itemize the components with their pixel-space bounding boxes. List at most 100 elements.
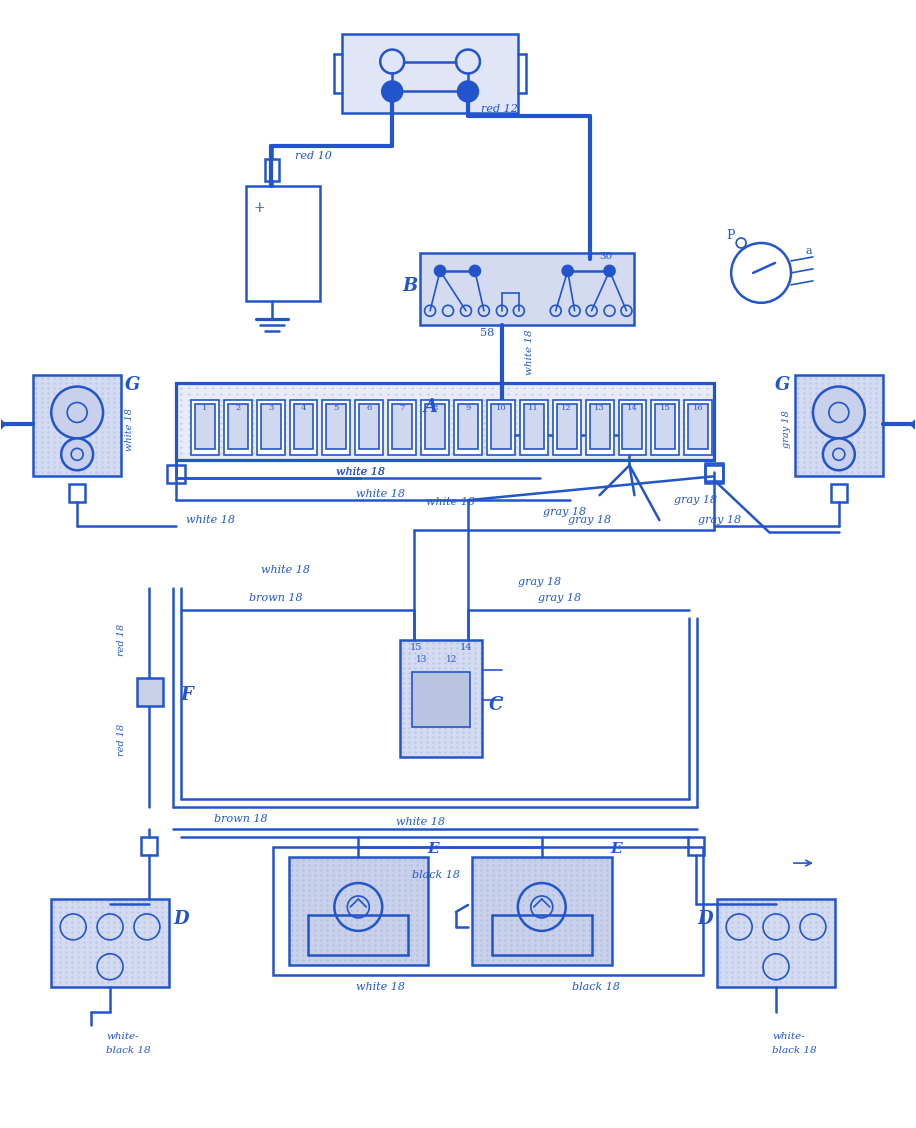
- Text: 14: 14: [460, 643, 472, 652]
- Bar: [795, 374, 883, 476]
- Text: gray 18: gray 18: [782, 411, 791, 448]
- Text: white 18: white 18: [261, 565, 310, 575]
- Bar: [491, 405, 511, 449]
- Circle shape: [562, 265, 573, 276]
- Bar: [359, 405, 379, 449]
- Text: black 18: black 18: [106, 1046, 151, 1055]
- Text: G: G: [125, 376, 141, 394]
- Text: black 18: black 18: [412, 870, 460, 880]
- Text: D: D: [697, 910, 713, 928]
- Text: 12: 12: [562, 405, 572, 413]
- Text: 30: 30: [600, 253, 613, 262]
- Bar: [256, 400, 285, 456]
- Bar: [425, 405, 445, 449]
- Bar: [191, 400, 219, 456]
- Text: red 12: red 12: [482, 105, 518, 114]
- Bar: [388, 400, 416, 456]
- Bar: [70, 484, 85, 502]
- Text: 15: 15: [660, 405, 671, 413]
- Text: G: G: [775, 376, 791, 394]
- Text: 58: 58: [480, 328, 494, 337]
- Circle shape: [604, 265, 615, 276]
- Text: E: E: [427, 843, 439, 856]
- Text: gray 18: gray 18: [698, 515, 741, 526]
- Text: red 18: red 18: [116, 723, 125, 756]
- Bar: [224, 400, 252, 456]
- Text: 16: 16: [693, 405, 703, 413]
- Text: 15: 15: [410, 643, 422, 652]
- Bar: [343, 34, 518, 114]
- Text: +: +: [254, 201, 266, 215]
- Text: 13: 13: [417, 655, 428, 664]
- Bar: [831, 484, 846, 502]
- Circle shape: [812, 387, 865, 439]
- Bar: [51, 899, 169, 987]
- Text: black 18: black 18: [772, 1046, 817, 1055]
- Circle shape: [51, 387, 104, 439]
- Text: gray 18: gray 18: [538, 593, 582, 602]
- Text: B: B: [402, 276, 418, 294]
- Bar: [355, 400, 383, 456]
- Text: black 18: black 18: [572, 981, 619, 992]
- Bar: [195, 405, 214, 449]
- Bar: [585, 400, 614, 456]
- Text: 5: 5: [333, 405, 339, 413]
- Circle shape: [823, 439, 855, 470]
- Text: white 18: white 18: [336, 467, 385, 477]
- Text: white 18: white 18: [355, 490, 405, 500]
- Bar: [245, 186, 321, 301]
- Text: white 18: white 18: [336, 467, 385, 477]
- Bar: [265, 159, 278, 182]
- Bar: [141, 837, 157, 855]
- Bar: [688, 837, 704, 855]
- Text: A: A: [423, 398, 437, 416]
- Text: 9: 9: [465, 405, 471, 413]
- Text: C: C: [489, 696, 503, 714]
- Text: P: P: [726, 229, 735, 241]
- Bar: [590, 405, 609, 449]
- Bar: [176, 382, 714, 460]
- Bar: [420, 253, 635, 325]
- Bar: [688, 405, 708, 449]
- Text: a: a: [805, 246, 812, 256]
- Text: gray 18: gray 18: [543, 508, 586, 517]
- Bar: [293, 405, 313, 449]
- Bar: [228, 405, 247, 449]
- Bar: [33, 374, 121, 476]
- Text: 8: 8: [432, 405, 438, 413]
- Bar: [260, 405, 280, 449]
- Text: 13: 13: [594, 405, 605, 413]
- Bar: [656, 405, 675, 449]
- Bar: [618, 400, 647, 456]
- Text: gray 18: gray 18: [568, 515, 611, 526]
- Circle shape: [458, 81, 478, 102]
- Bar: [684, 400, 713, 456]
- Bar: [326, 405, 346, 449]
- Bar: [717, 899, 834, 987]
- Text: gray 18: gray 18: [674, 495, 717, 505]
- Bar: [705, 464, 724, 482]
- Bar: [519, 400, 548, 456]
- Circle shape: [382, 81, 402, 102]
- Text: 10: 10: [496, 405, 507, 413]
- Text: white 18: white 18: [355, 981, 405, 992]
- Bar: [392, 405, 412, 449]
- Text: gray 18: gray 18: [518, 576, 562, 587]
- Text: 3: 3: [267, 405, 273, 413]
- Text: 12: 12: [446, 655, 458, 664]
- Bar: [552, 400, 581, 456]
- Bar: [289, 400, 318, 456]
- Text: white 18: white 18: [396, 817, 444, 827]
- Text: red 18: red 18: [116, 624, 125, 655]
- Bar: [557, 405, 577, 449]
- Text: 6: 6: [366, 405, 372, 413]
- Circle shape: [434, 265, 445, 276]
- Text: white 18: white 18: [426, 497, 474, 508]
- Text: white-: white-: [772, 1032, 804, 1041]
- Bar: [412, 671, 470, 726]
- Bar: [458, 405, 478, 449]
- Circle shape: [470, 265, 480, 276]
- Text: 7: 7: [399, 405, 405, 413]
- Text: brown 18: brown 18: [213, 814, 267, 825]
- Text: 11: 11: [529, 405, 540, 413]
